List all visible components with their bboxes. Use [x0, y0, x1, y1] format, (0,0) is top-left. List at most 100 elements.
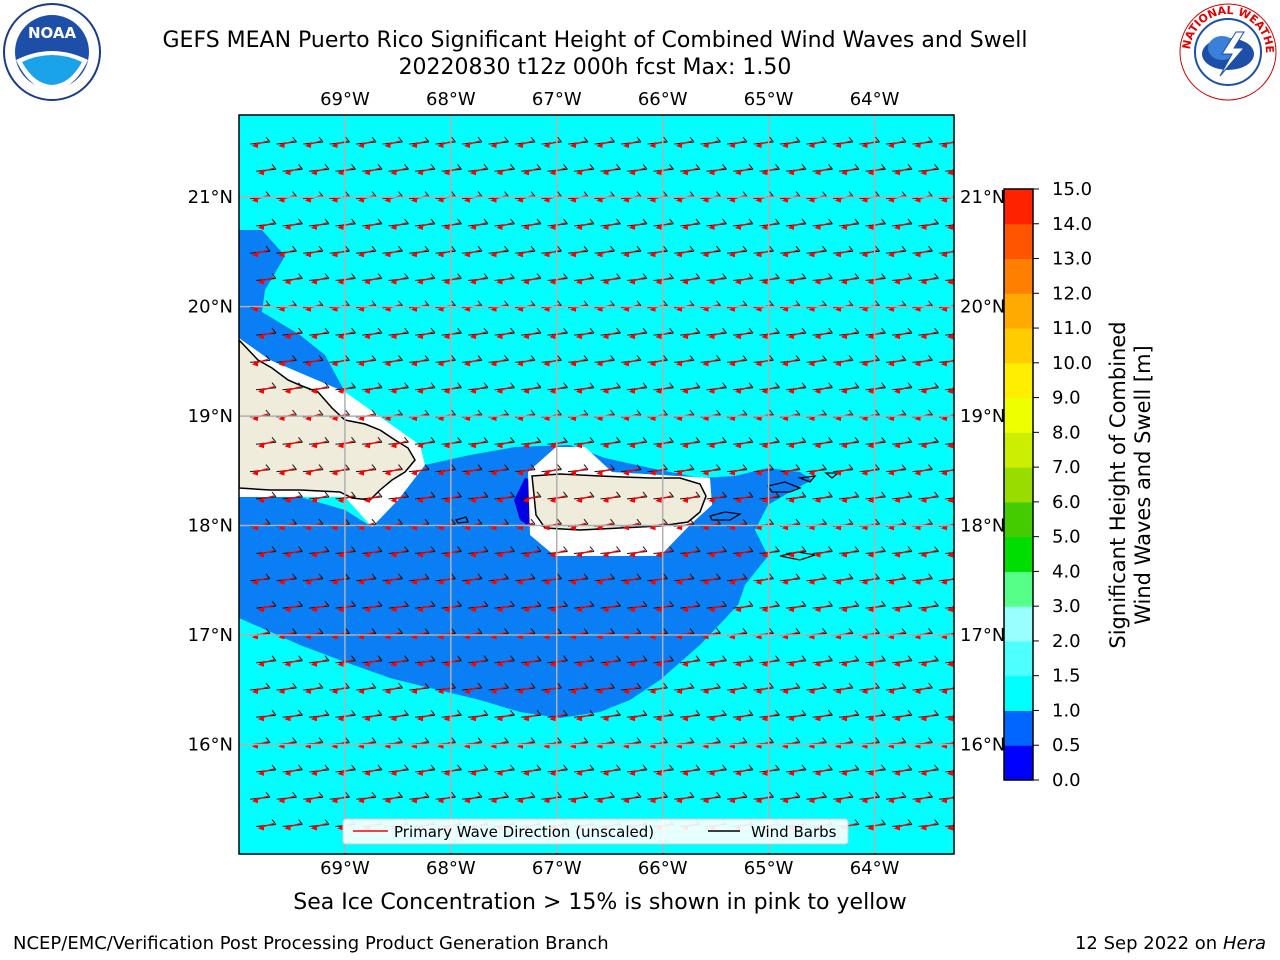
wave-direction-arrow	[894, 331, 911, 340]
wave-direction-arrow	[496, 768, 513, 776]
wind-barb	[944, 661, 954, 664]
wave-direction-arrow	[920, 659, 937, 667]
lon-tick-label: 67°W	[532, 89, 582, 110]
legend-wave-label: Primary Wave Direction (unscaled)	[394, 823, 654, 841]
wave-direction-arrow	[920, 822, 937, 831]
wave-direction-arrow	[708, 331, 725, 340]
wave-direction-arrow	[941, 796, 954, 804]
wave-direction-arrow	[305, 686, 322, 694]
wave-direction-arrow	[278, 140, 295, 148]
lon-tick-label: 66°W	[638, 89, 688, 110]
wave-direction-arrow	[894, 713, 911, 722]
wave-direction-arrow	[496, 331, 513, 340]
wave-direction-arrow	[470, 222, 487, 230]
wind-barb	[966, 465, 986, 472]
wind-barb	[972, 820, 992, 827]
land-areas	[239, 338, 840, 561]
chart-title: GEFS MEAN Puerto Rico Significant Height…	[162, 28, 1028, 53]
wave-direction-arrow	[496, 549, 513, 558]
wave-direction-arrow	[888, 249, 905, 258]
wave-direction-arrow	[968, 796, 984, 803]
wind-barb	[972, 547, 992, 554]
wave-direction-arrow	[252, 686, 269, 694]
wave-direction-arrow	[920, 276, 937, 285]
wave-direction-arrow	[311, 440, 328, 449]
wave-direction-arrow	[914, 686, 931, 694]
wave-direction-arrow	[735, 167, 752, 176]
wave-direction-arrow	[490, 358, 507, 367]
wave-direction-arrow	[682, 386, 699, 394]
colorbar-segment	[1004, 571, 1033, 607]
colorbar-tick-label: 0.0	[1052, 770, 1081, 791]
colorbar-tick-label: 15.0	[1052, 179, 1092, 200]
wave-direction-arrow	[841, 768, 858, 776]
wave-direction-arrow	[364, 331, 381, 340]
chart-subtitle: 20220830 t12z 000h fcst Max: 1.50	[398, 55, 792, 80]
wave-direction-arrow	[284, 440, 301, 449]
wave-direction-arrow	[470, 604, 487, 613]
lon-tick-label: 65°W	[744, 89, 794, 110]
wave-direction-arrow	[655, 549, 672, 558]
wave-direction-arrow	[894, 822, 911, 831]
wave-direction-arrow	[602, 549, 619, 558]
wind-barb	[972, 328, 992, 335]
wave-direction-arrow	[968, 578, 984, 585]
wave-direction-arrow	[490, 686, 507, 694]
wave-direction-arrow	[390, 495, 407, 503]
lon-tick-label: 64°W	[850, 858, 900, 879]
wave-direction-arrow	[676, 686, 693, 694]
wave-direction-arrow	[337, 604, 354, 613]
wave-direction-arrow	[470, 549, 487, 558]
wave-direction-arrow	[814, 768, 831, 776]
wave-direction-arrow	[914, 795, 931, 804]
wave-direction-arrow	[782, 686, 799, 694]
lat-tick-label: 18°N	[188, 516, 233, 537]
wave-direction-arrow	[311, 276, 328, 285]
wave-direction-arrow	[496, 276, 513, 285]
wave-direction-arrow	[867, 440, 884, 449]
wave-direction-arrow	[390, 659, 407, 667]
wave-direction-arrow	[602, 768, 619, 776]
wave-direction-arrow	[655, 604, 672, 613]
wave-direction-arrow	[570, 577, 587, 585]
wave-direction-arrow	[417, 222, 434, 230]
wave-direction-arrow	[814, 386, 831, 394]
wave-direction-arrow	[596, 249, 613, 258]
lon-tick-label: 69°W	[320, 858, 370, 879]
wave-direction-arrow	[788, 222, 805, 230]
wave-direction-arrow	[729, 358, 746, 367]
wave-direction-arrow	[814, 276, 831, 285]
lon-tick-label: 65°W	[744, 858, 794, 879]
wave-direction-arrow	[390, 331, 407, 340]
wave-direction-arrow	[284, 604, 301, 613]
wave-direction-arrow	[629, 386, 646, 394]
wave-direction-arrow	[629, 276, 646, 285]
wave-direction-arrow	[808, 467, 825, 476]
wave-direction-arrow	[496, 440, 513, 449]
wave-direction-arrow	[761, 331, 778, 340]
colorbar-label-line2: Wind Waves and Swell [m]	[1131, 345, 1155, 625]
lat-tick-label: 17°N	[188, 625, 233, 646]
wave-direction-arrow	[761, 495, 778, 503]
wave-direction-arrow	[682, 495, 699, 503]
wave-direction-arrow	[464, 358, 481, 367]
wave-direction-arrow	[814, 549, 831, 558]
wind-barb	[944, 552, 954, 554]
lon-tick-label: 69°W	[320, 89, 370, 110]
colorbar-tick-label: 12.0	[1052, 283, 1092, 304]
wave-direction-arrow	[682, 222, 699, 230]
wind-barb	[972, 765, 992, 772]
wave-direction-arrow	[761, 222, 778, 230]
colorbar-segment	[1004, 640, 1033, 677]
wave-direction-arrow	[417, 386, 434, 394]
wave-direction-arrow	[788, 331, 805, 340]
lat-tick-label: 20°N	[188, 297, 233, 318]
wave-direction-arrow	[814, 440, 831, 449]
wave-direction-arrow	[549, 331, 566, 340]
wave-direction-arrow	[708, 768, 725, 776]
wave-direction-arrow	[311, 222, 328, 230]
wind-barb	[944, 224, 954, 227]
lat-tick-label: 16°N	[960, 735, 1005, 756]
wave-direction-arrow	[443, 495, 460, 503]
wave-direction-arrow	[782, 358, 799, 367]
